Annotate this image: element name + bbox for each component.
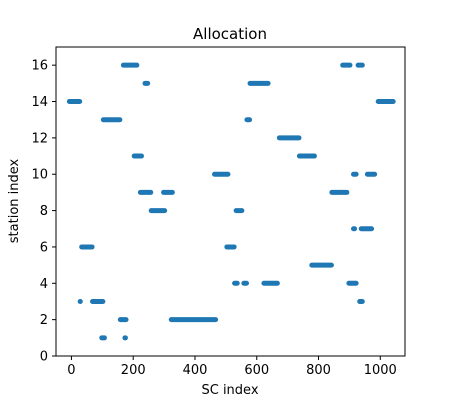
allocation-segment [79, 244, 95, 250]
y-tick-label: 0 [40, 350, 48, 365]
allocation-segment [224, 244, 237, 250]
x-axis-title: SC index [201, 383, 258, 398]
allocation-segment [99, 335, 107, 341]
allocation-segment [212, 171, 231, 177]
x-tick-label: 800 [306, 363, 331, 378]
chart-title: Allocation [193, 25, 267, 43]
y-tick-label: 6 [40, 240, 48, 255]
y-tick-label: 4 [40, 277, 48, 292]
y-tick-label: 12 [31, 131, 48, 146]
x-axis: 0 200 400 600 800 1000 [67, 356, 397, 378]
y-axis-title: station index [7, 158, 22, 243]
allocation-segment [148, 208, 168, 214]
allocation-segment [261, 280, 280, 286]
plot-frame [55, 46, 406, 357]
allocation-segment [346, 280, 359, 286]
allocation-segment [340, 62, 353, 68]
allocation-segment [355, 62, 365, 68]
x-tick-label: 400 [183, 363, 208, 378]
x-tick-label: 600 [244, 363, 269, 378]
allocation-segment [241, 280, 249, 286]
y-tick-label: 2 [40, 313, 48, 328]
allocation-segment [358, 226, 375, 232]
allocation-segment [131, 153, 144, 159]
allocation-segment [309, 262, 334, 268]
data-marks [66, 62, 396, 341]
y-axis: 0 2 4 6 8 10 12 14 16 [31, 59, 56, 365]
allocation-segment [100, 117, 123, 123]
allocation-segment [357, 298, 365, 304]
allocation-segment [122, 335, 128, 341]
allocation-segment [244, 117, 253, 123]
y-tick-label: 14 [31, 95, 48, 110]
allocation-segment [350, 226, 358, 232]
allocation-segment [350, 171, 359, 177]
x-tick-label: 0 [67, 363, 75, 378]
allocation-segment [66, 99, 83, 105]
x-tick-label: 1000 [364, 363, 397, 378]
x-tick-label: 200 [121, 363, 146, 378]
allocation-segment [364, 171, 378, 177]
allocation-segment [117, 317, 129, 323]
allocation-segment [161, 189, 175, 195]
y-tick-label: 16 [31, 59, 48, 74]
allocation-segment [120, 62, 140, 68]
allocation-segment [168, 317, 219, 323]
allocation-segment [247, 80, 271, 86]
y-tick-label: 10 [31, 168, 48, 183]
y-tick-label: 8 [40, 204, 48, 219]
allocation-segment [276, 135, 302, 141]
allocation-segment [329, 189, 350, 195]
allocation-segment [77, 298, 83, 304]
allocation-segment [142, 80, 151, 86]
allocation-segment [90, 298, 106, 304]
allocation-segment [296, 153, 317, 159]
allocation-segment [137, 189, 154, 195]
allocation-segment [232, 280, 240, 286]
allocation-segment [233, 208, 245, 214]
allocation-segment [375, 99, 396, 105]
